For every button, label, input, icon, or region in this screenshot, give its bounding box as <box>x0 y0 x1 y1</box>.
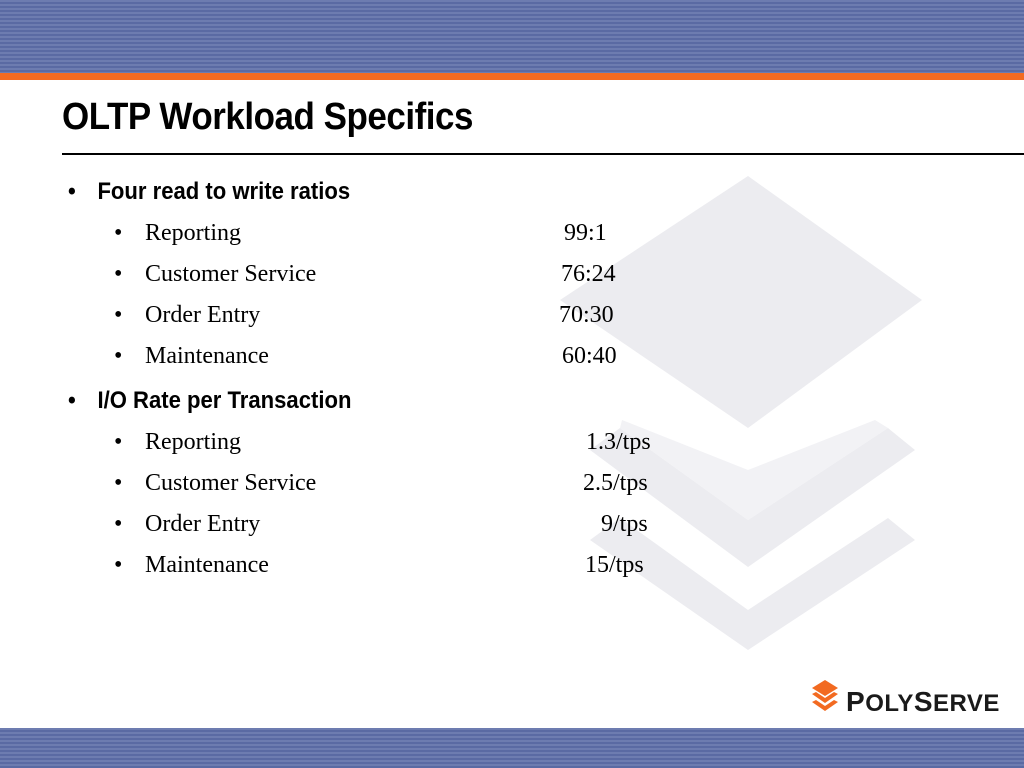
bullet-icon: • <box>114 220 123 246</box>
bullet-icon: • <box>114 511 123 537</box>
page-title: OLTP Workload Specifics <box>62 96 473 138</box>
item-value: 60:40 <box>562 343 617 369</box>
logo-wordmark: POLYSERVE <box>846 686 1000 717</box>
list-item: • Customer Service 2.5/tps <box>0 470 1024 500</box>
list-item: • Customer Service 76:24 <box>0 261 1024 291</box>
bullet-icon: • <box>114 429 123 455</box>
section-heading-text: I/O Rate per Transaction <box>97 387 352 414</box>
item-value: 76:24 <box>561 261 616 287</box>
list-item: • Order Entry 70:30 <box>0 302 1024 332</box>
section-heading-ratios: • Four read to write ratios <box>68 178 350 206</box>
title-divider <box>62 153 1024 155</box>
stacked-chevrons-icon <box>812 680 838 711</box>
item-label: Maintenance <box>145 552 269 578</box>
item-value: 2.5/tps <box>583 470 648 496</box>
section-heading-io-rate: • I/O Rate per Transaction <box>68 387 351 415</box>
item-value: 70:30 <box>559 302 614 328</box>
bullet-icon: • <box>114 343 123 369</box>
item-label: Customer Service <box>145 261 317 287</box>
list-item: • Order Entry 9/tps <box>0 511 1024 541</box>
list-item: • Reporting 1.3/tps <box>0 429 1024 459</box>
item-label: Customer Service <box>145 470 317 496</box>
bullet-icon: • <box>114 261 123 287</box>
bullet-icon: • <box>68 178 76 205</box>
list-item: • Maintenance 60:40 <box>0 343 1024 373</box>
footer-band <box>0 728 1024 768</box>
item-label: Reporting <box>145 220 241 246</box>
list-item: • Maintenance 15/tps <box>0 552 1024 582</box>
polyserve-logo: POLYSERVE <box>810 680 1000 720</box>
accent-rule <box>0 73 1024 80</box>
bullet-icon: • <box>68 387 76 414</box>
item-label: Order Entry <box>145 511 261 537</box>
item-value: 99:1 <box>564 220 607 246</box>
bullet-icon: • <box>114 470 123 496</box>
bullet-icon: • <box>114 552 123 578</box>
header-band <box>0 0 1024 73</box>
bullet-icon: • <box>114 302 123 328</box>
section-heading-text: Four read to write ratios <box>97 178 351 205</box>
item-label: Order Entry <box>145 302 261 328</box>
item-value: 15/tps <box>585 552 644 578</box>
item-value: 1.3/tps <box>586 429 651 455</box>
item-label: Maintenance <box>145 343 269 369</box>
list-item: • Reporting 99:1 <box>0 220 1024 250</box>
item-label: Reporting <box>145 429 241 455</box>
item-value: 9/tps <box>601 511 648 537</box>
